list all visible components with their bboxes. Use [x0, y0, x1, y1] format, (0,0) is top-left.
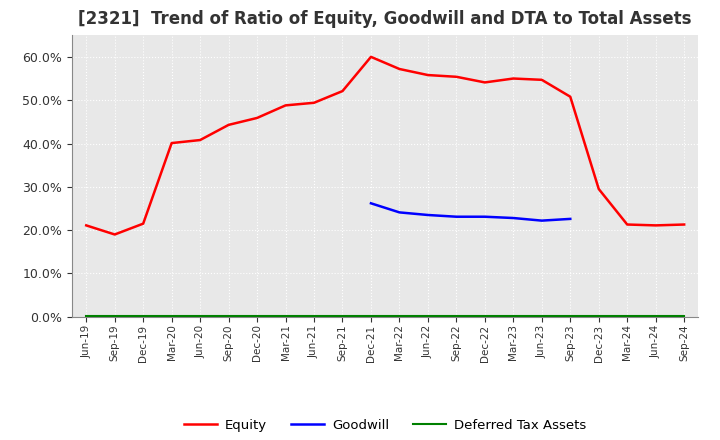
Equity	[566, 94, 575, 99]
Deferred Tax Assets	[253, 313, 261, 319]
Deferred Tax Assets	[366, 313, 375, 319]
Deferred Tax Assets	[310, 313, 318, 319]
Equity	[139, 221, 148, 226]
Goodwill	[566, 216, 575, 221]
Equity	[452, 74, 461, 80]
Equity	[110, 232, 119, 237]
Equity	[282, 103, 290, 108]
Deferred Tax Assets	[167, 313, 176, 319]
Deferred Tax Assets	[139, 313, 148, 319]
Deferred Tax Assets	[480, 313, 489, 319]
Deferred Tax Assets	[509, 313, 518, 319]
Deferred Tax Assets	[82, 313, 91, 319]
Equity	[680, 222, 688, 227]
Goodwill	[395, 210, 404, 215]
Deferred Tax Assets	[452, 313, 461, 319]
Deferred Tax Assets	[680, 313, 688, 319]
Deferred Tax Assets	[282, 313, 290, 319]
Deferred Tax Assets	[652, 313, 660, 319]
Equity	[225, 122, 233, 128]
Deferred Tax Assets	[110, 313, 119, 319]
Deferred Tax Assets	[196, 313, 204, 319]
Equity	[395, 66, 404, 72]
Equity	[253, 115, 261, 121]
Line: Equity: Equity	[86, 57, 684, 235]
Deferred Tax Assets	[423, 313, 432, 319]
Equity	[623, 222, 631, 227]
Deferred Tax Assets	[595, 313, 603, 319]
Goodwill	[480, 214, 489, 220]
Title: [2321]  Trend of Ratio of Equity, Goodwill and DTA to Total Assets: [2321] Trend of Ratio of Equity, Goodwil…	[78, 10, 692, 28]
Line: Goodwill: Goodwill	[371, 203, 570, 220]
Equity	[480, 80, 489, 85]
Equity	[338, 88, 347, 94]
Goodwill	[452, 214, 461, 220]
Equity	[310, 100, 318, 106]
Deferred Tax Assets	[623, 313, 631, 319]
Equity	[167, 140, 176, 146]
Deferred Tax Assets	[566, 313, 575, 319]
Equity	[509, 76, 518, 81]
Goodwill	[423, 213, 432, 218]
Equity	[366, 54, 375, 59]
Deferred Tax Assets	[338, 313, 347, 319]
Equity	[652, 223, 660, 228]
Equity	[82, 223, 91, 228]
Goodwill	[509, 216, 518, 221]
Equity	[595, 187, 603, 192]
Goodwill	[537, 218, 546, 223]
Legend: Equity, Goodwill, Deferred Tax Assets: Equity, Goodwill, Deferred Tax Assets	[179, 414, 591, 437]
Equity	[423, 73, 432, 78]
Equity	[537, 77, 546, 82]
Deferred Tax Assets	[537, 313, 546, 319]
Equity	[196, 137, 204, 143]
Goodwill	[366, 201, 375, 206]
Deferred Tax Assets	[395, 313, 404, 319]
Deferred Tax Assets	[225, 313, 233, 319]
